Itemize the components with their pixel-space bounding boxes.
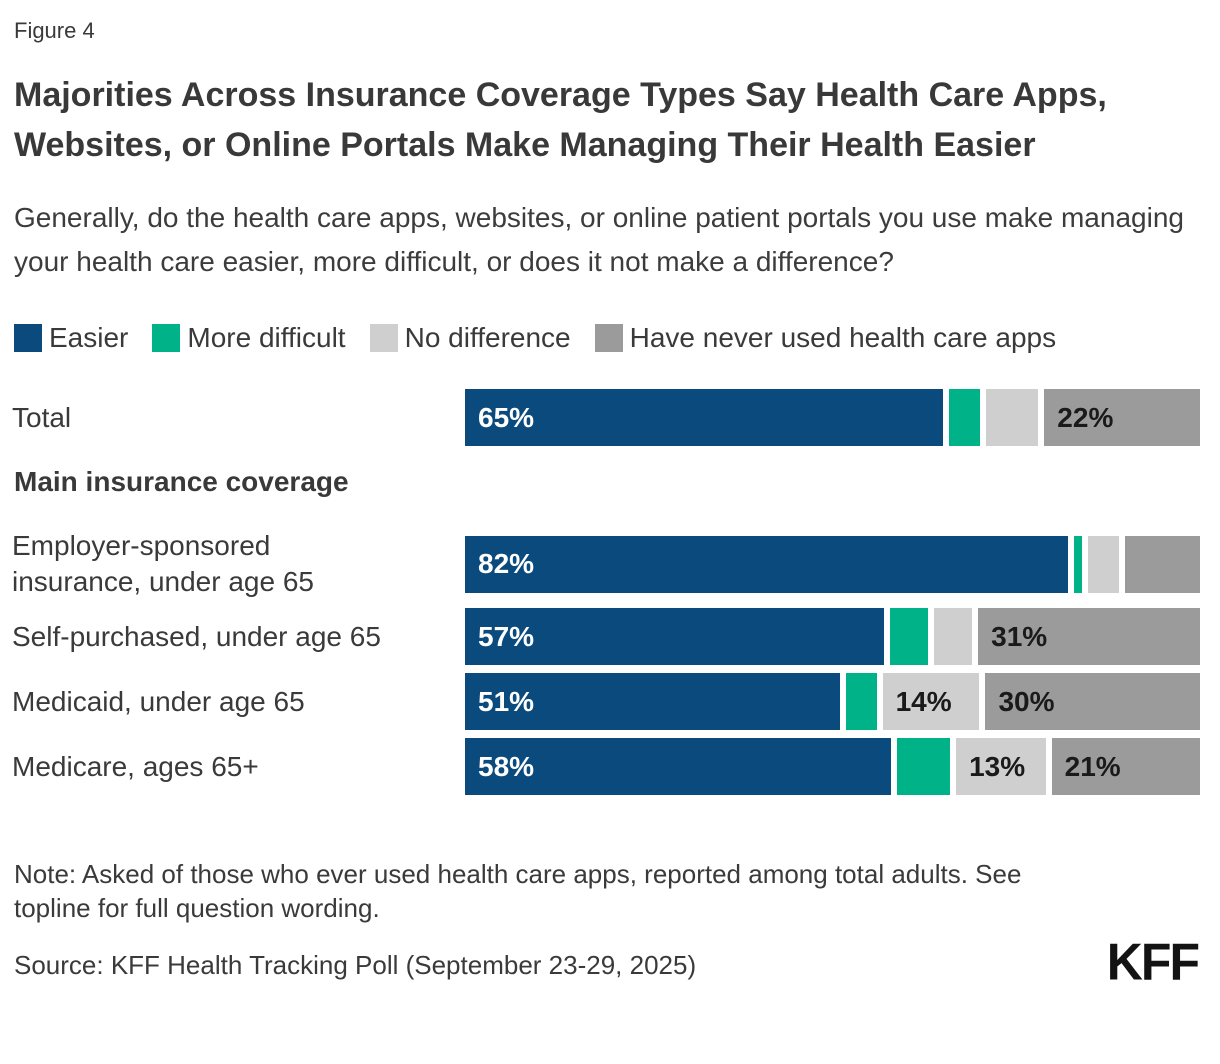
bar-segment-easier: 82% [465,535,1068,593]
insurance-rows-slot: Employer-sponsored insurance, under age … [12,528,1200,795]
bar-segment-easier: 57% [465,608,884,665]
bar-value-label: 31% [991,620,1048,652]
bar-value-label: 57% [478,620,535,652]
section-header: Main insurance coverage [14,466,349,497]
stacked-bar: 57% 31% [465,608,1200,665]
bar-segment-more-difficult [1073,535,1083,593]
bar-segment-never-used: 22% [1044,389,1200,446]
bar-segment-more-difficult [889,608,929,665]
stacked-bar: 51% 14% 30% [465,673,1200,730]
kff-logo: KFF [1106,932,1200,992]
easier-swatch-icon [14,324,42,352]
chart-row: Medicare, ages 65+ 58% 13% 21% [12,738,1200,795]
legend-label: More difficult [187,322,346,353]
stacked-bar: 65% 22% [465,389,1200,446]
legend: Easier More difficult No difference Have ne… [14,322,1200,354]
bar-segment-no-difference [985,389,1039,446]
source-text: Source: KFF Health Tracking Poll (Septem… [14,950,697,980]
bar-segment-no-difference [1088,535,1120,593]
legend-label: No difference [404,322,571,353]
legend-label: Easier [49,322,129,353]
legend-item-more-difficult: More difficult [152,322,346,354]
bar-segment-easier: 65% [465,389,943,446]
row-category-label: Medicare, ages 65+ [12,750,259,782]
bar-segment-no-difference: 14% [882,673,980,730]
bar-value-label: 22% [1057,401,1114,433]
row-category-label: Total [12,401,72,433]
bar-segment-more-difficult [845,673,877,730]
bar-segment-more-difficult [948,389,980,446]
bar-value-label: 13% [969,750,1026,782]
stacked-bar-chart: Total 65% 22% Main insurance coverage Empl… [12,389,1200,795]
total-row-slot: Total 65% 22% [12,389,1200,446]
bar-value-label: 51% [478,685,535,717]
bar-value-label: 30% [998,685,1055,717]
bar-value-label: 65% [478,401,535,433]
chart-row: Medicaid, under age 65 51% 14% 30% [12,673,1200,730]
legend-item-no-difference: No difference [369,322,571,354]
chart-row: Total 65% 22% [12,389,1200,446]
bar-segment-no-difference [934,608,973,665]
figure-label: Figure 4 [14,18,95,43]
legend-label: Have never used health care apps [629,322,1057,353]
legend-item-easier: Easier [14,322,128,354]
bar-segment-never-used: 21% [1051,738,1200,795]
bar-segment-no-difference: 13% [956,738,1046,795]
more-difficult-swatch-icon [152,324,181,352]
bar-segment-easier: 58% [465,738,892,795]
bar-value-label: 82% [478,548,535,579]
bar-segment-never-used: 30% [985,673,1200,730]
chart-subtitle: Generally, do the health care apps, webs… [14,202,1184,277]
row-category-label: Medicaid, under age 65 [12,685,305,717]
bar-segment-more-difficult [897,738,951,795]
never-used-swatch-icon [594,324,623,352]
bar-segment-never-used: 31% [978,608,1200,665]
chart-row: Self-purchased, under age 65 57% 31% [12,608,1200,665]
bar-value-label: 21% [1064,750,1121,782]
bar-value-label: 58% [478,750,535,782]
footer: Source: KFF Health Tracking Poll (Septem… [14,932,1200,992]
row-category-label: Self-purchased, under age 65 [12,620,381,652]
note-text: Note: Asked of those who ever used healt… [14,859,1022,923]
chart-row: Employer-sponsored insurance, under age … [12,528,1200,600]
bar-value-label: 14% [895,685,952,717]
bar-segment-easier: 51% [465,673,840,730]
stacked-bar: 58% 13% 21% [465,738,1200,795]
row-category-label: Employer-sponsored insurance, under age … [12,530,314,597]
no-difference-swatch-icon [369,324,398,352]
stacked-bar: 82% [465,535,1200,593]
bar-segment-never-used [1125,535,1200,593]
legend-item-never-used: Have never used health care apps [594,322,1057,354]
chart-title: Majorities Across Insurance Coverage Typ… [14,76,1107,164]
